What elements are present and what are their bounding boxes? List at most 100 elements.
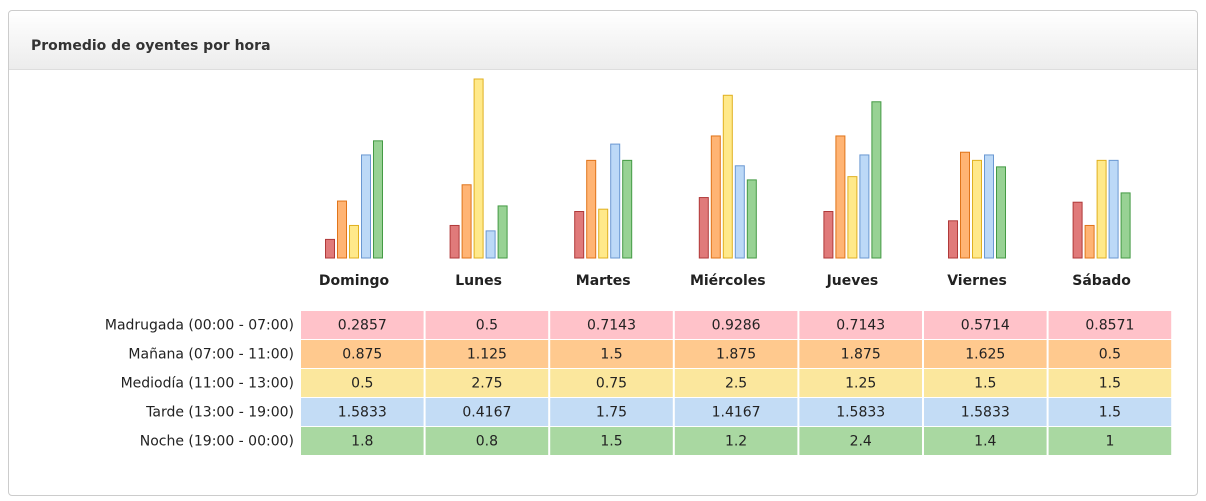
column-label: Domingo: [319, 273, 390, 289]
cell: [1048, 398, 1172, 426]
cell: [550, 340, 673, 368]
bar: [823, 211, 834, 259]
cell-value: 1.8: [351, 434, 373, 450]
cell-value: 1.875: [716, 347, 756, 363]
bar: [1108, 159, 1119, 259]
column-label: Jueves: [826, 273, 879, 289]
cell-value: 1.5: [1099, 376, 1121, 392]
cell-value: 1.4: [974, 434, 996, 450]
cell: [799, 398, 922, 426]
cell: [674, 398, 798, 426]
bar: [746, 179, 757, 259]
column-label: Miércoles: [690, 273, 766, 289]
bar: [847, 176, 858, 259]
cell: [301, 398, 424, 426]
column-label: Martes: [576, 273, 631, 289]
cell: [550, 398, 673, 426]
bar: [598, 208, 609, 259]
bar: [1084, 224, 1095, 259]
bar: [996, 166, 1006, 259]
bar: [361, 154, 371, 259]
cell-value: 0.75: [596, 376, 627, 392]
cell: [674, 340, 798, 368]
cell: [550, 311, 673, 339]
cell: [425, 311, 549, 339]
cell-value: 1.5833: [961, 405, 1010, 421]
bar: [734, 165, 745, 259]
cell-value: 1.5833: [836, 405, 885, 421]
cell-value: 2.5: [725, 376, 747, 392]
cell-value: 1.5: [974, 376, 996, 392]
cell: [674, 427, 798, 455]
bar: [835, 135, 846, 259]
cell: [425, 427, 549, 455]
cell: [1048, 369, 1172, 397]
cell: [1048, 340, 1172, 368]
bar: [473, 78, 484, 259]
bar: [461, 184, 472, 259]
cell: [674, 311, 798, 339]
cell-value: 0.5: [1099, 347, 1121, 363]
cell: [924, 369, 1047, 397]
column-label: Lunes: [455, 273, 502, 289]
bar: [337, 200, 347, 259]
cell-value: 0.2857: [338, 318, 387, 334]
cell: [301, 369, 424, 397]
cell: [674, 369, 798, 397]
cell-value: 0.9286: [712, 318, 761, 334]
cell: [425, 369, 549, 397]
cell-value: 0.4167: [462, 405, 511, 421]
bar: [871, 101, 882, 259]
bar: [586, 159, 597, 259]
cell-value: 0.8571: [1085, 318, 1134, 334]
bar: [449, 224, 460, 259]
cell-value: 1.75: [596, 405, 627, 421]
row-label: Madrugada (00:00 - 07:00): [105, 318, 294, 334]
cell-value: 1.2: [725, 434, 747, 450]
cell-value: 2.75: [471, 376, 502, 392]
bar: [574, 211, 585, 259]
cell-value: 0.7143: [836, 318, 885, 334]
bar: [1120, 192, 1131, 259]
cell: [924, 311, 1047, 339]
cell-value: 1: [1105, 434, 1114, 450]
cell: [301, 427, 424, 455]
column-label: Viernes: [947, 273, 1007, 289]
cell-value: 0.875: [342, 347, 382, 363]
cell: [425, 340, 549, 368]
row-label: Noche (19:00 - 00:00): [140, 434, 294, 450]
cell-value: 1.4167: [712, 405, 761, 421]
cell: [425, 398, 549, 426]
cell: [799, 427, 922, 455]
bar: [984, 154, 994, 259]
bar: [325, 238, 335, 259]
cell-value: 0.5: [476, 318, 498, 334]
cell: [550, 427, 673, 455]
bar: [610, 143, 621, 259]
cell-value: 2.4: [850, 434, 872, 450]
cell-value: 1.5: [600, 434, 622, 450]
cell-value: 0.5: [351, 376, 373, 392]
cell-value: 0.8: [476, 434, 498, 450]
bar: [859, 154, 870, 259]
cell-value: 1.5: [600, 347, 622, 363]
cell: [799, 369, 922, 397]
cell: [1048, 311, 1172, 339]
cell: [799, 340, 922, 368]
cell: [924, 427, 1047, 455]
cell: [301, 340, 424, 368]
panel-header: [9, 11, 1197, 70]
cell: [924, 398, 1047, 426]
cell-value: 0.7143: [587, 318, 636, 334]
row-label: Mañana (07:00 - 11:00): [128, 347, 294, 363]
bar: [485, 230, 496, 259]
bar: [373, 140, 383, 259]
cell: [924, 340, 1047, 368]
bar: [972, 159, 982, 259]
cell: [550, 369, 673, 397]
bar: [710, 135, 721, 259]
cell: [301, 311, 424, 339]
bar: [948, 220, 958, 259]
panel-title: Promedio de oyentes por hora: [31, 38, 271, 54]
